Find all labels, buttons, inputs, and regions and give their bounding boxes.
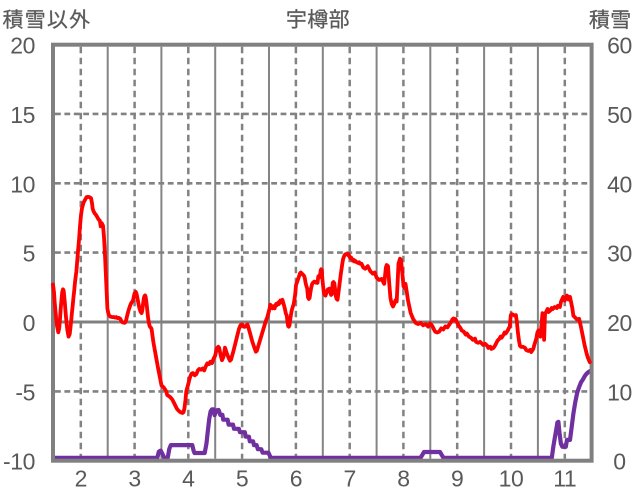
svg-text:0: 0 [613,449,625,475]
svg-text:15: 15 [10,102,35,128]
svg-text:-10: -10 [3,449,35,475]
svg-text:-5: -5 [15,379,35,405]
svg-text:20: 20 [10,33,35,59]
svg-text:11: 11 [553,466,576,492]
svg-text:9: 9 [451,466,463,492]
svg-text:20: 20 [607,310,632,336]
svg-text:6: 6 [290,466,302,492]
svg-text:5: 5 [23,241,35,267]
svg-text:3: 3 [128,466,140,492]
svg-text:4: 4 [182,466,195,492]
svg-text:10: 10 [499,466,524,492]
svg-text:2: 2 [75,466,87,492]
svg-text:7: 7 [343,466,355,492]
svg-text:0: 0 [23,310,35,336]
svg-text:10: 10 [10,171,35,197]
svg-text:10: 10 [607,379,632,405]
svg-text:5: 5 [236,466,248,492]
svg-text:40: 40 [607,171,632,197]
svg-text:30: 30 [607,241,632,267]
svg-text:60: 60 [607,33,632,59]
svg-text:50: 50 [607,102,632,128]
svg-text:8: 8 [397,466,409,492]
